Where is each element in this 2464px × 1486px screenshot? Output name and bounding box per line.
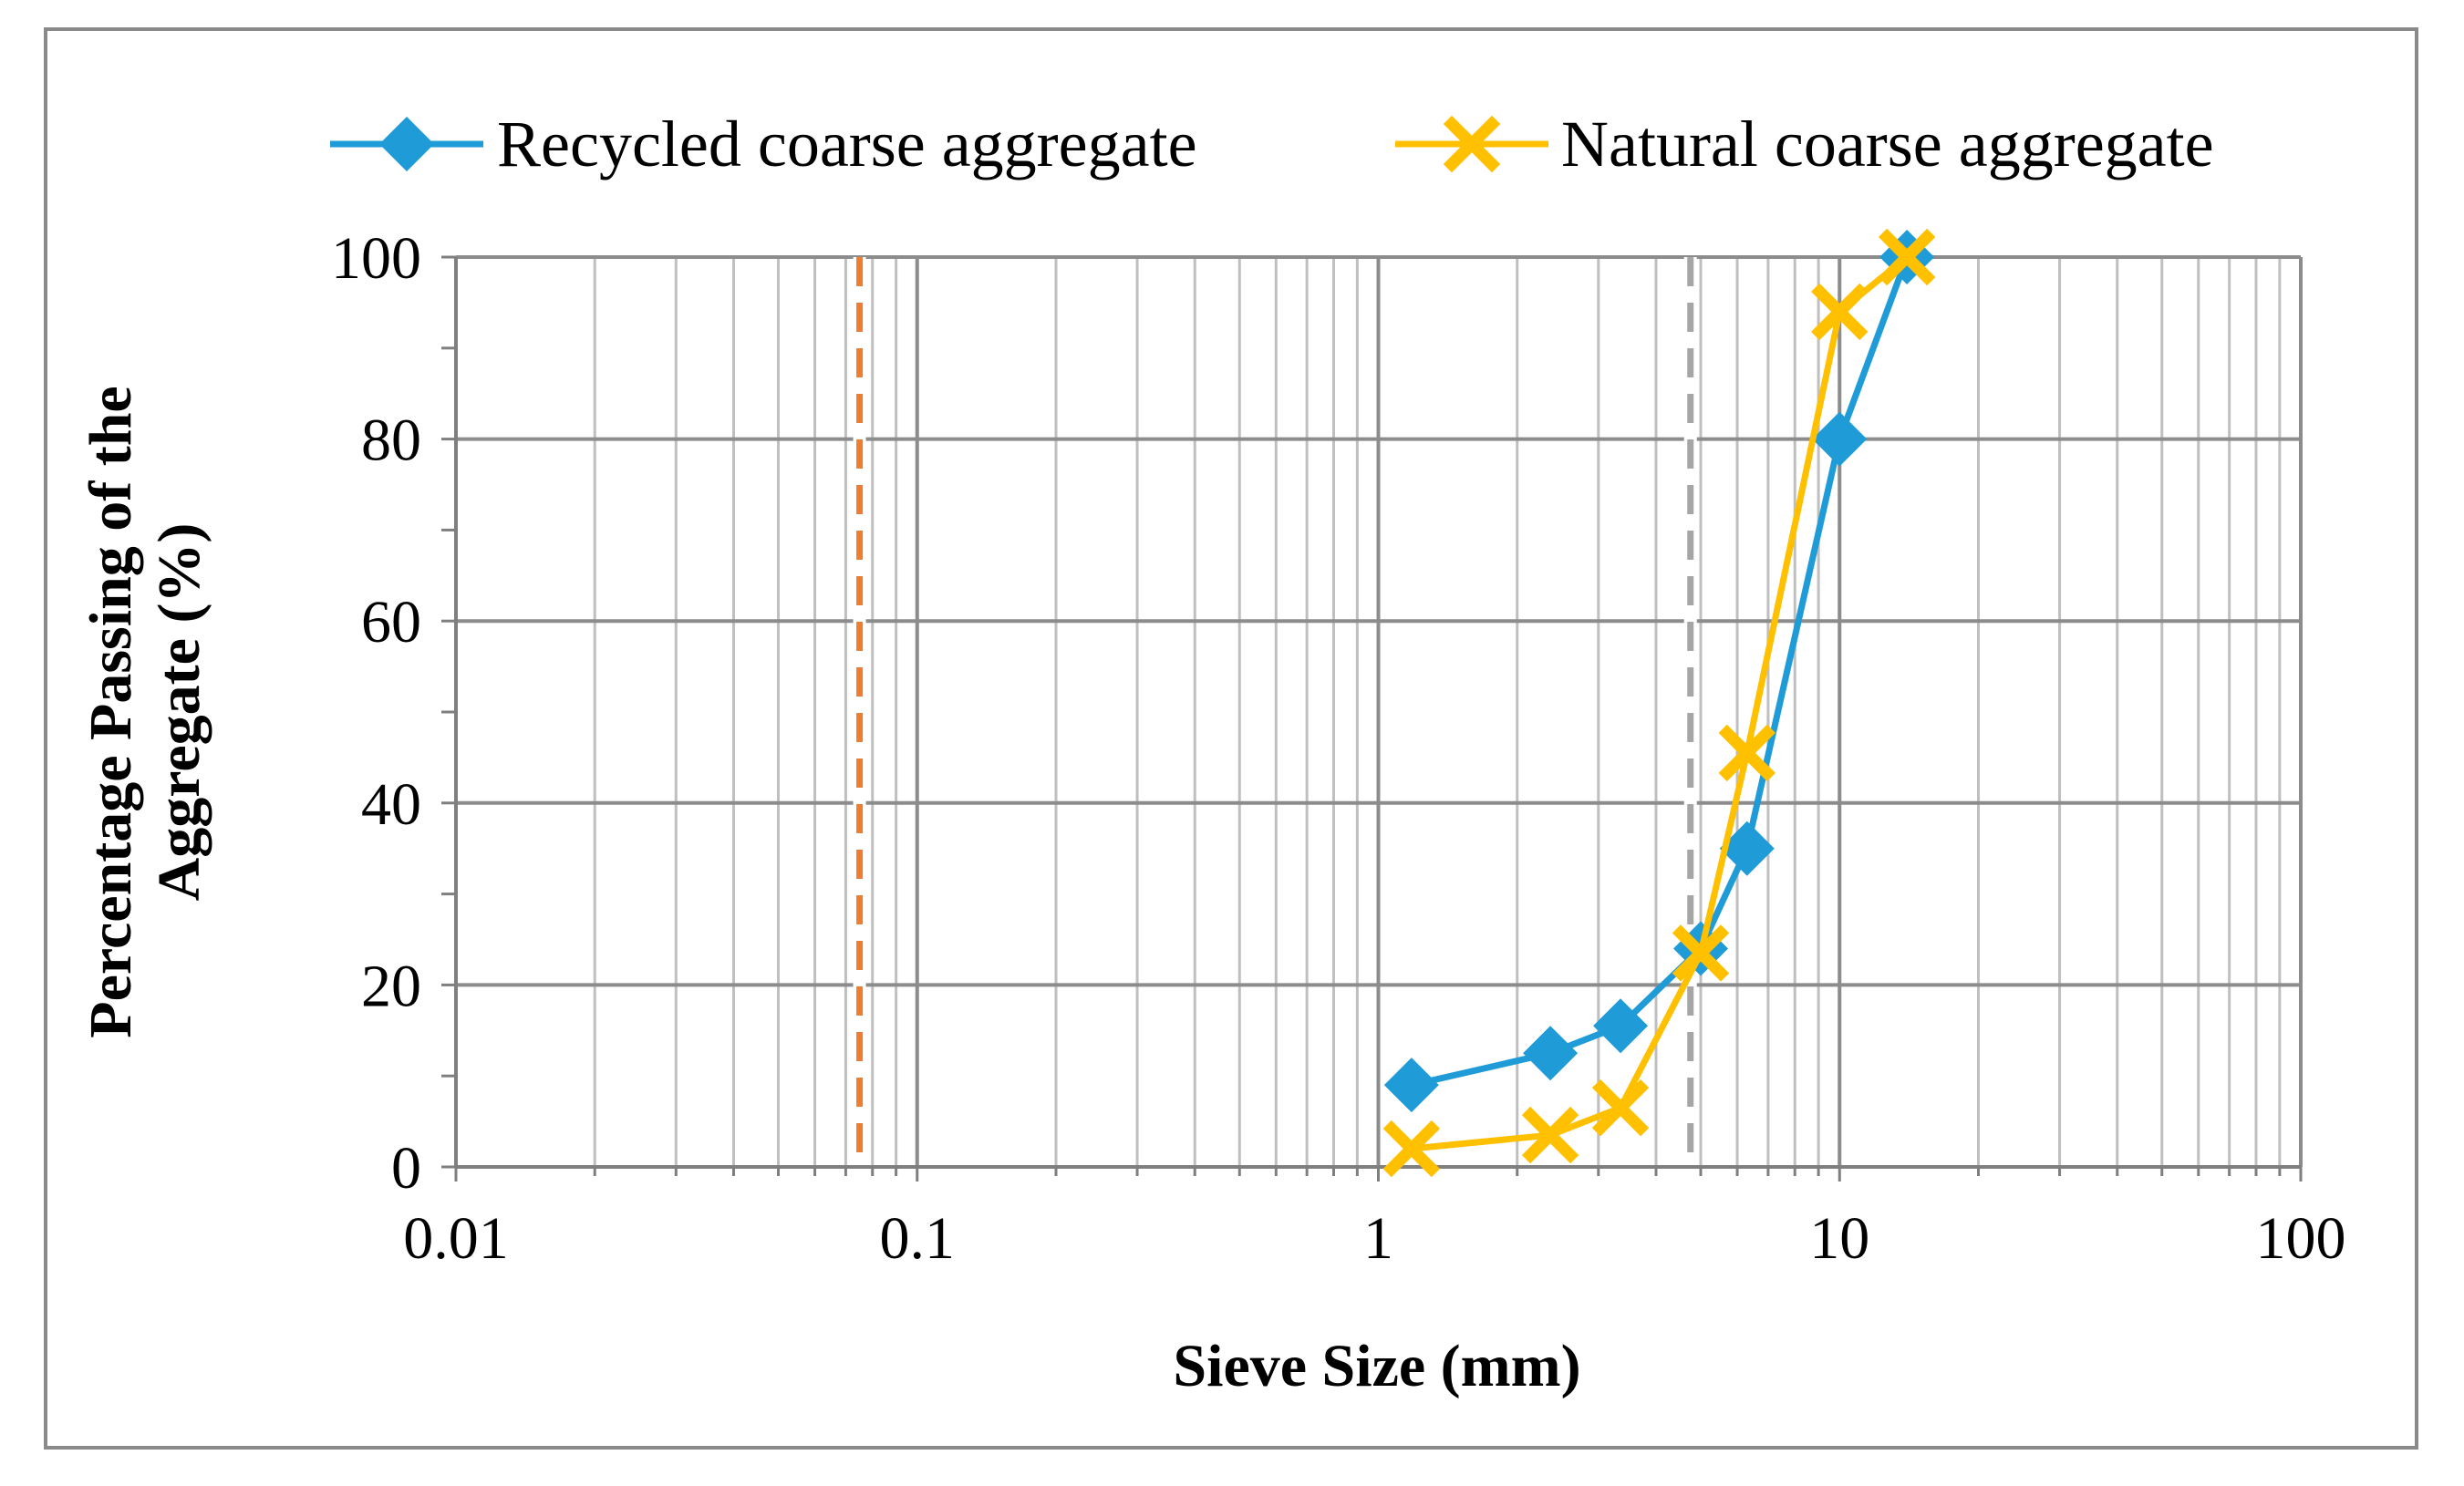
x-marker-stroke	[1591, 1078, 1650, 1137]
x-marker-stroke	[1443, 115, 1501, 173]
data-point-diamond	[1523, 1026, 1579, 1081]
data-point-x	[1672, 924, 1730, 982]
y-axis-title-2: Aggregate (%)	[146, 523, 212, 902]
y-tick-labels: 0 20 40 60 80 100	[331, 225, 421, 1202]
x-marker-stroke	[1672, 924, 1730, 982]
data-point-x	[1811, 283, 1869, 341]
data-point-diamond	[1383, 1058, 1439, 1113]
legend: Recycled coarse aggregate Natural coarse…	[330, 108, 2214, 181]
x-tick-label: 100	[2256, 1205, 2346, 1272]
data-point-diamond	[1593, 998, 1649, 1054]
y-tick-label: 100	[331, 225, 421, 292]
data-point-x	[1718, 724, 1776, 782]
series-line	[1411, 255, 1910, 1089]
x-tick-label: 0.01	[403, 1205, 509, 1272]
major-gridlines	[454, 255, 2303, 1169]
axes	[441, 255, 2303, 1182]
minor-gridlines	[593, 257, 2282, 1167]
series-natural	[1382, 228, 1936, 1178]
y-tick-label: 40	[361, 771, 421, 838]
x-marker-stroke	[1521, 1106, 1579, 1164]
data-point-x	[1878, 228, 1936, 286]
x-tick-label: 10	[1809, 1205, 1869, 1272]
data-point-x	[1591, 1078, 1650, 1137]
legend-label-natural: Natural coarse aggregate	[1561, 108, 2214, 181]
data-series	[1382, 228, 1936, 1178]
x-marker-stroke	[1811, 283, 1869, 341]
y-axis-title: Percentage Passing of the	[78, 386, 144, 1037]
x-tick-labels: 0.01 0.1 1 10 100	[403, 1205, 2345, 1272]
x-marker-stroke	[1718, 724, 1776, 782]
y-tick-label: 0	[391, 1135, 421, 1202]
legend-x-marker	[1443, 115, 1501, 173]
data-point-diamond	[1719, 820, 1775, 876]
y-axis-title-line-1: Percentage Passing of the	[78, 386, 144, 1037]
x-marker-stroke	[1382, 1120, 1441, 1178]
series-line	[1411, 254, 1910, 1152]
legend-diamond-icon	[379, 117, 434, 171]
reference-lines	[853, 257, 1697, 1167]
x-marker-stroke	[1878, 228, 1936, 286]
x-tick-label: 1	[1363, 1205, 1393, 1272]
y-tick-label: 60	[361, 589, 421, 655]
data-point-diamond	[1812, 411, 1868, 467]
y-tick-label: 80	[361, 408, 421, 474]
chart-frame	[44, 27, 2418, 1450]
y-axis-title-line-2: Aggregate (%)	[146, 523, 212, 902]
data-point-x	[1382, 1120, 1441, 1178]
legend-item-natural: Natural coarse aggregate	[1395, 108, 2214, 181]
legend-item-recycled: Recycled coarse aggregate	[330, 108, 1197, 181]
x-axis-title: Sieve Size (mm)	[1173, 1333, 1580, 1399]
series-recycled	[1383, 230, 1935, 1113]
y-tick-label: 20	[361, 953, 421, 1019]
x-tick-label: 0.1	[880, 1205, 956, 1272]
data-point-x	[1521, 1106, 1579, 1164]
legend-label-recycled: Recycled coarse aggregate	[497, 108, 1197, 181]
legend-x-icon	[1443, 115, 1501, 173]
